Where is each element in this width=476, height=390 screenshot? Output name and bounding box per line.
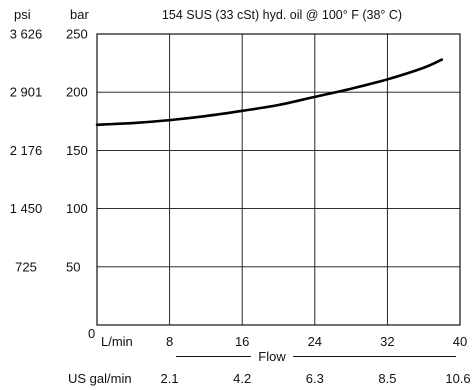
x-tick-label-secondary: 6.3 [306,371,324,386]
y-tick-label-secondary: 2 901 [10,85,43,100]
grid-lines [97,34,460,325]
x-tick-label-secondary: 4.2 [233,371,251,386]
y-tick-label: 200 [66,85,88,100]
x-tick-label: 16 [235,334,249,349]
y-tick-label: 150 [66,143,88,158]
x-origin-label: 0 [88,326,95,341]
y-unit-secondary-label: psi [14,7,31,22]
y-tick-label-secondary: 1 450 [10,201,43,216]
y-tick-label-secondary: 2 176 [10,143,43,158]
x-unit-secondary-label: US gal/min [68,371,132,386]
x-unit-primary-label: L/min [101,334,133,349]
series-line [95,58,444,127]
y-tick-label: 100 [66,201,88,216]
x-tick-label-secondary: 8.5 [378,371,396,386]
series-group [95,58,444,127]
y-tick-label-secondary: 725 [15,259,37,274]
x-tick-label: 32 [380,334,394,349]
y-tick-label-secondary: 3 626 [10,27,43,42]
x-tick-label: 24 [308,334,322,349]
plot-area [96,33,461,326]
y-tick-labels: 50 725 100 1 450 150 2 176 200 2 901 250 3 626 [10,27,88,275]
y-tick-label: 50 [66,259,80,274]
x-tick-label: 40 [453,334,467,349]
y-unit-primary-label: bar [70,7,89,22]
y-tick-label: 250 [66,27,88,42]
x-axis-label: Flow [258,349,286,364]
x-tick-label: 8 [166,334,173,349]
chart-title: 154 SUS (33 cSt) hyd. oil @ 100° F (38° … [162,8,402,22]
x-tick-label-secondary: 2.1 [161,371,179,386]
x-tick-labels: 8 2.1 16 4.2 24 6.3 32 8.5 40 10.6 [161,334,471,386]
x-tick-label-secondary: 10.6 [445,371,470,386]
